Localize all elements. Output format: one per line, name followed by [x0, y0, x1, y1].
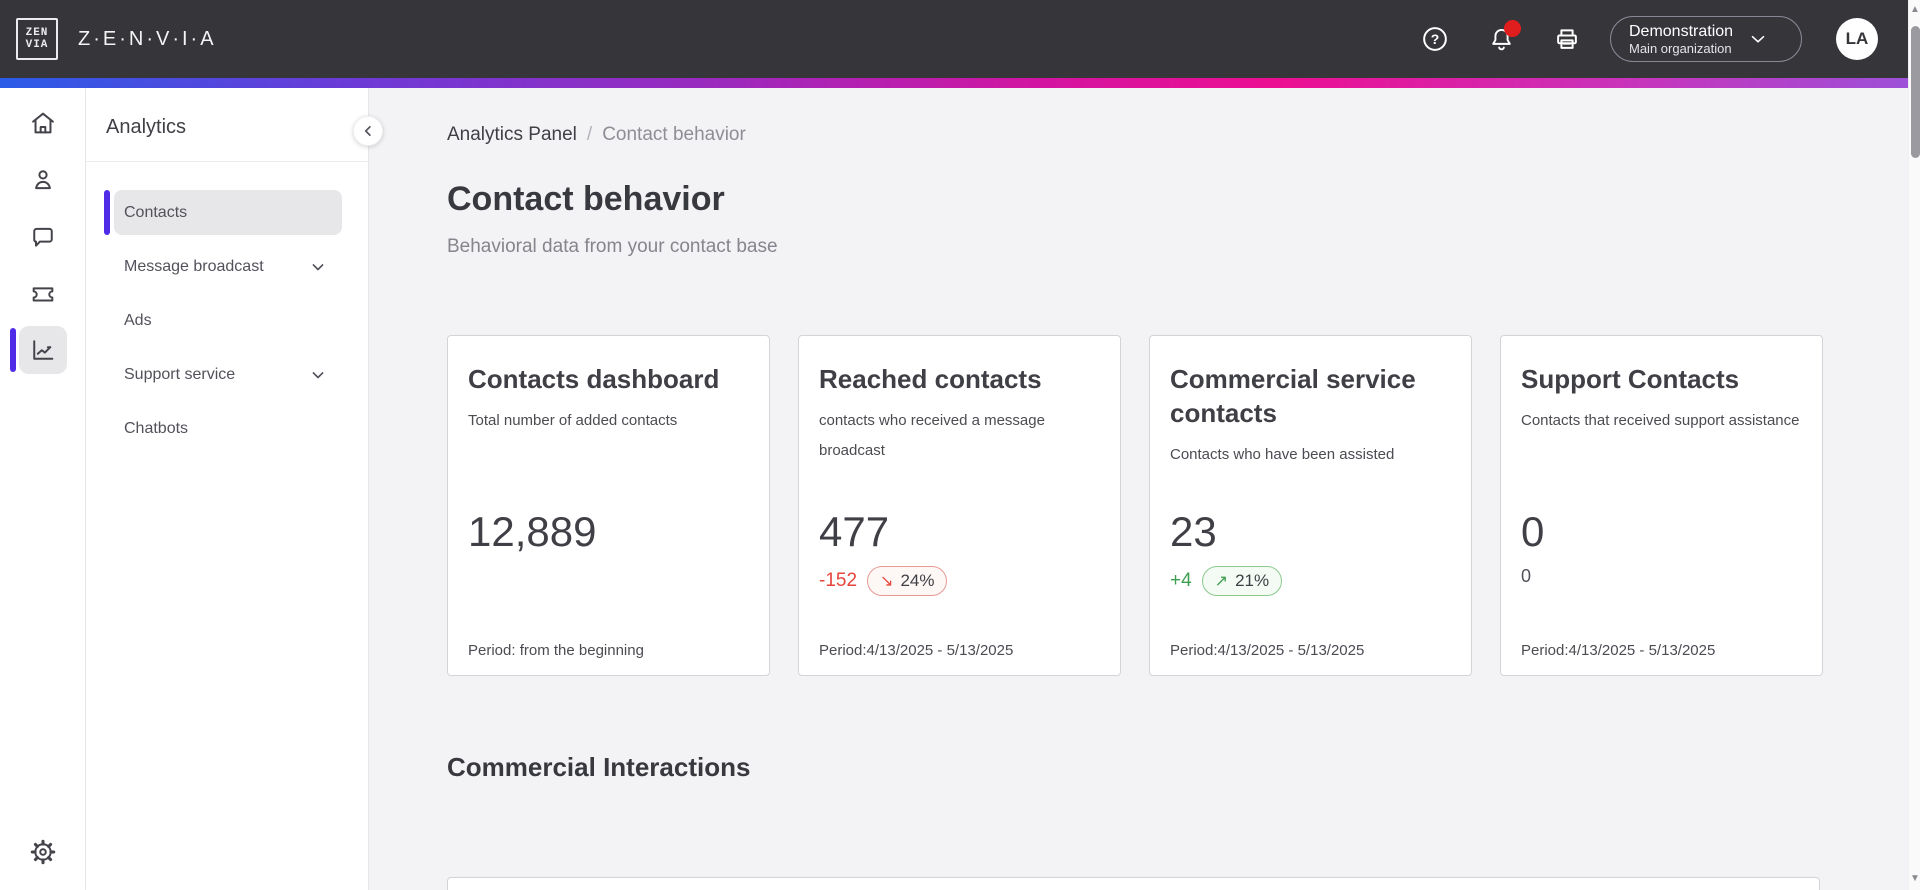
organization-switcher[interactable]: Demonstration Main organization: [1610, 16, 1802, 62]
page-scrollbar: ▲ ▼: [1908, 0, 1920, 890]
card-value: 12,889: [468, 508, 597, 555]
chevron-down-icon: [308, 257, 328, 277]
page-title: Contact behavior: [447, 180, 725, 218]
card-description: Contacts that received support assistanc…: [1521, 412, 1800, 429]
breadcrumb: Analytics Panel / Contact behavior: [447, 124, 746, 146]
help-glyph: ?: [1431, 31, 1440, 47]
scrollbar-up-arrow[interactable]: ▲: [1910, 4, 1920, 15]
card-description: Total number of added contacts: [468, 412, 678, 429]
card-period: Period: from the beginning: [468, 642, 644, 659]
card-delta-row: 0: [1521, 566, 1531, 587]
card-title: Commercial service contacts: [1170, 364, 1416, 428]
page-subtitle: Behavioral data from your contact base: [447, 236, 778, 257]
card-value: 477: [819, 508, 890, 555]
sidebar-item-label: Ads: [124, 311, 152, 329]
card-title: Reached contacts: [819, 364, 1042, 394]
trend-badge: ↗ 21%: [1201, 566, 1283, 596]
main-content: Analytics Panel / Contact behavior Conta…: [369, 88, 1908, 890]
scrollbar-thumb[interactable]: [1910, 26, 1920, 158]
trend-up-arrow-icon: ↗: [1214, 573, 1229, 590]
organization-name: Demonstration: [1629, 22, 1734, 40]
analytics-sidebar: Analytics Contacts Message broadcast Ads…: [86, 88, 383, 890]
sidebar-divider: [86, 161, 368, 162]
sidebar-title: Analytics: [106, 116, 187, 138]
card-title: Support Contacts: [1521, 364, 1740, 394]
sidebar-item-label: Chatbots: [124, 419, 189, 437]
card-commercial-service-contacts: Commercial service contacts Contacts who…: [1149, 335, 1472, 676]
brand-wordmark: Z·E·N·V·I·A: [78, 27, 217, 50]
card-period: Period:4/13/2025 - 5/13/2025: [819, 642, 1014, 659]
section-title-commercial-interactions: Commercial Interactions: [447, 752, 751, 782]
card-title: Contacts dashboard: [468, 364, 720, 394]
gear-icon: [30, 839, 56, 865]
nav-campaigns-button[interactable]: [19, 270, 67, 318]
sidebar-item-label: Message broadcast: [124, 257, 264, 275]
card-period: Period:4/13/2025 - 5/13/2025: [1170, 642, 1365, 659]
sidebar-item-message-broadcast[interactable]: Message broadcast: [114, 244, 342, 289]
chevron-left-icon: [364, 126, 371, 136]
organization-subtitle: Main organization: [1629, 40, 1732, 56]
card-description: Contacts who have been assisted: [1170, 446, 1395, 463]
line-chart-icon: [33, 340, 54, 360]
brand-gradient-bar: [0, 78, 1908, 88]
sidebar-item-label: Support service: [124, 365, 236, 383]
trend-percentage: 24%: [900, 571, 935, 590]
chevron-down-icon: [308, 365, 328, 385]
logo-bottom-text: VIA: [25, 39, 49, 51]
nav-settings-button[interactable]: [19, 828, 67, 876]
active-item-indicator: [104, 190, 110, 235]
notifications-bell-icon[interactable]: [1486, 20, 1521, 54]
card-value: 23: [1170, 508, 1217, 555]
breadcrumb-current: Contact behavior: [602, 124, 746, 145]
help-icon[interactable]: ?: [1420, 24, 1450, 54]
card-support-contacts: Support Contacts Contacts that received …: [1500, 335, 1823, 676]
nav-analytics-button[interactable]: [19, 326, 67, 374]
sidebar-item-chatbots[interactable]: Chatbots: [114, 406, 342, 451]
logo-top-text: ZEN: [25, 27, 49, 39]
notification-badge: [1504, 20, 1521, 37]
sidebar-collapse-button[interactable]: [353, 116, 383, 146]
nav-rail: [0, 88, 86, 890]
chat-icon: [33, 227, 53, 247]
breadcrumb-separator: /: [586, 124, 593, 145]
avatar-initials: LA: [1845, 29, 1869, 48]
delta-value: +4: [1170, 570, 1192, 591]
card-period: Period:4/13/2025 - 5/13/2025: [1521, 642, 1716, 659]
delta-value: 0: [1521, 566, 1532, 586]
card-reached-contacts: Reached contacts contacts who received a…: [798, 335, 1121, 676]
card-delta-row: -152 ↘ 24%: [819, 566, 948, 596]
card-description: contacts who received a message broadcas…: [819, 412, 1045, 459]
trend-percentage: 21%: [1235, 571, 1270, 590]
sidebar-item-support-service[interactable]: Support service: [114, 352, 342, 397]
ticket-icon: [32, 287, 54, 302]
home-icon: [32, 112, 54, 134]
nav-home-button[interactable]: [19, 99, 67, 147]
scrollbar-down-arrow[interactable]: ▼: [1910, 873, 1920, 884]
printer-icon[interactable]: [1552, 24, 1582, 54]
card-contacts-dashboard: Contacts dashboard Total number of added…: [447, 335, 770, 676]
sidebar-item-contacts[interactable]: Contacts: [104, 190, 342, 235]
user-avatar[interactable]: LA: [1836, 18, 1878, 60]
delta-value: -152: [819, 570, 858, 591]
sidebar-item-ads[interactable]: Ads: [114, 298, 342, 343]
card-value: 0: [1521, 508, 1545, 555]
active-nav-indicator: [10, 328, 16, 372]
organization-labels: Demonstration Main organization: [1629, 22, 1733, 57]
zenvia-logo-icon: ZEN VIA: [16, 18, 58, 60]
sidebar-item-label: Contacts: [124, 203, 188, 221]
commercial-interactions-card: [447, 877, 1820, 890]
stat-cards-row: Contacts dashboard Total number of added…: [447, 335, 1823, 676]
person-icon: [35, 170, 51, 190]
top-bar: ZEN VIA Z·E·N·V·I·A ?: [0, 0, 1908, 78]
top-bar-actions: ? Demonstration: [1384, 16, 1878, 62]
breadcrumb-analytics-panel[interactable]: Analytics Panel: [447, 124, 577, 145]
trend-down-arrow-icon: ↘: [880, 573, 894, 590]
trend-badge: ↘ 24%: [867, 566, 948, 596]
card-delta-row: +4 ↗ 21%: [1170, 566, 1283, 596]
sidebar-menu: Contacts Message broadcast Ads Support s…: [86, 162, 368, 451]
chevron-down-icon: [1751, 35, 1765, 43]
nav-conversations-button[interactable]: [19, 213, 67, 261]
nav-contacts-button[interactable]: [19, 156, 67, 204]
